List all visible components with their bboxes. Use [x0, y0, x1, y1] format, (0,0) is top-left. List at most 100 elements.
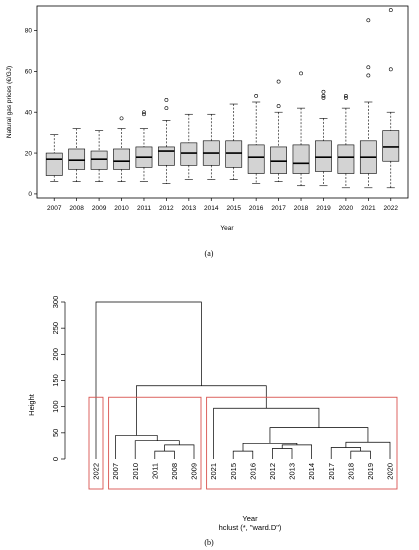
leaf-label-2019: 2019 — [366, 463, 375, 480]
outlier-point — [366, 65, 371, 70]
x-tick-label: 2021 — [361, 205, 376, 212]
leaf-label-2008: 2008 — [170, 463, 179, 480]
y-tick-label: 50 — [51, 429, 60, 437]
y-tick-label: 250 — [51, 322, 60, 335]
leaf-label-2007: 2007 — [111, 463, 120, 480]
x-tick-label: 2015 — [226, 205, 241, 212]
leaf-label-2017: 2017 — [327, 463, 336, 480]
boxplot-y-label: Natural gas prices (€/GJ) — [6, 66, 13, 138]
x-tick-label: 2013 — [182, 205, 197, 212]
dendrogram-link — [95, 301, 202, 459]
dendrogram-link — [242, 442, 298, 452]
cluster-box-3 — [206, 396, 398, 490]
x-tick-label: 2011 — [137, 205, 151, 212]
boxplot-panel: 0 20 40 60 80 2007 2008 2009 2010 2011 2012 2013 20… — [6, 5, 409, 258]
leaf-label-2021: 2021 — [209, 463, 218, 480]
leaf-label-2014: 2014 — [307, 463, 316, 480]
box-iqr — [90, 150, 108, 170]
dendrogram-link — [115, 435, 158, 459]
dendrogram-link — [272, 448, 293, 459]
outlier-point — [388, 67, 393, 72]
box-2018 — [292, 71, 310, 187]
x-tick-label: 2019 — [316, 205, 331, 212]
box-iqr — [247, 144, 265, 174]
outlier-point — [344, 96, 348, 100]
outlier-point — [164, 98, 169, 102]
y-tick-label: 200 — [51, 348, 60, 361]
dendrogram-panel: 0 50 100 150 200 250 300 2022 2007 2010 2011 2008 2… — [27, 296, 398, 547]
outlier-point — [142, 112, 146, 117]
box-2010 — [113, 116, 130, 182]
leaf-label-2009: 2009 — [190, 463, 199, 480]
outlier-point — [254, 93, 259, 98]
y-tick-label: 40 — [25, 109, 33, 116]
outlier-point — [344, 93, 348, 98]
x-tick-label: 2012 — [159, 205, 174, 212]
box-iqr — [270, 146, 287, 174]
x-tick-label: 2008 — [69, 205, 84, 212]
dendrogram-link — [281, 444, 312, 459]
box-iqr — [315, 140, 332, 172]
dendrogram-link — [345, 441, 391, 459]
dendrogram-y-label: Height — [27, 393, 36, 416]
box-2011 — [135, 110, 153, 182]
dendrogram-link — [350, 450, 371, 459]
box-iqr — [225, 140, 243, 168]
outlier-point — [321, 89, 326, 94]
y-tick-label: 300 — [51, 296, 60, 309]
leaf-label-2011: 2011 — [150, 463, 159, 479]
outlier-point — [299, 71, 303, 76]
box-2021 — [359, 18, 377, 189]
panel-b-label: (b) — [204, 538, 214, 547]
box-iqr — [292, 144, 310, 174]
box-2022 — [382, 8, 400, 189]
outlier-point — [321, 93, 326, 98]
y-tick-label: 150 — [51, 374, 60, 387]
box-2017 — [270, 79, 287, 182]
box-2009 — [90, 130, 108, 182]
dendrogram-link — [154, 450, 175, 459]
outlier-point — [276, 104, 281, 108]
dendrogram-link — [164, 444, 195, 459]
leaf-label-2015: 2015 — [229, 463, 238, 480]
y-tick-label: 100 — [51, 400, 60, 413]
dendrogram-link — [232, 450, 254, 459]
box-iqr — [68, 148, 86, 170]
dendrogram-link — [134, 440, 180, 459]
outlier-point — [164, 106, 169, 111]
x-tick-label: 2022 — [384, 205, 399, 212]
boxplot-frame — [36, 5, 409, 199]
y-tick-label: 0 — [51, 457, 60, 461]
x-tick-label: 2009 — [92, 205, 107, 212]
box-iqr — [45, 152, 63, 176]
cluster-box-1 — [88, 396, 104, 490]
x-tick-label: 2018 — [294, 205, 309, 212]
dendrogram-link — [213, 407, 320, 459]
leaf-label-2022: 2022 — [92, 463, 101, 480]
outlier-point — [388, 8, 393, 12]
leaf-label-2010: 2010 — [131, 463, 140, 480]
dendrogram-link — [330, 447, 361, 459]
panel-a-label: (a) — [205, 249, 214, 258]
x-tick-label: 2010 — [114, 205, 129, 212]
outlier-point — [366, 18, 371, 23]
box-iqr — [113, 148, 130, 170]
x-tick-label: 2007 — [47, 205, 62, 212]
dendrogram-subtitle: hclust (*, "ward.D") — [219, 523, 282, 532]
outlier-point — [321, 96, 326, 100]
x-tick-label: 2020 — [339, 205, 354, 212]
box-2014 — [202, 113, 220, 180]
y-tick-label: 0 — [28, 191, 32, 198]
y-tick-label: 80 — [25, 28, 33, 35]
box-2020 — [337, 93, 355, 189]
leaf-label-2016: 2016 — [248, 463, 257, 480]
box-2007 — [45, 134, 63, 182]
box-iqr — [158, 146, 175, 166]
leaf-label-2012: 2012 — [268, 463, 277, 480]
boxplot-x-label: Year — [220, 225, 234, 232]
outlier-point — [366, 73, 371, 78]
box-2008 — [68, 128, 86, 182]
x-tick-label: 2016 — [249, 205, 264, 212]
leaf-label-2020: 2020 — [386, 463, 395, 480]
box-2016 — [247, 93, 265, 185]
